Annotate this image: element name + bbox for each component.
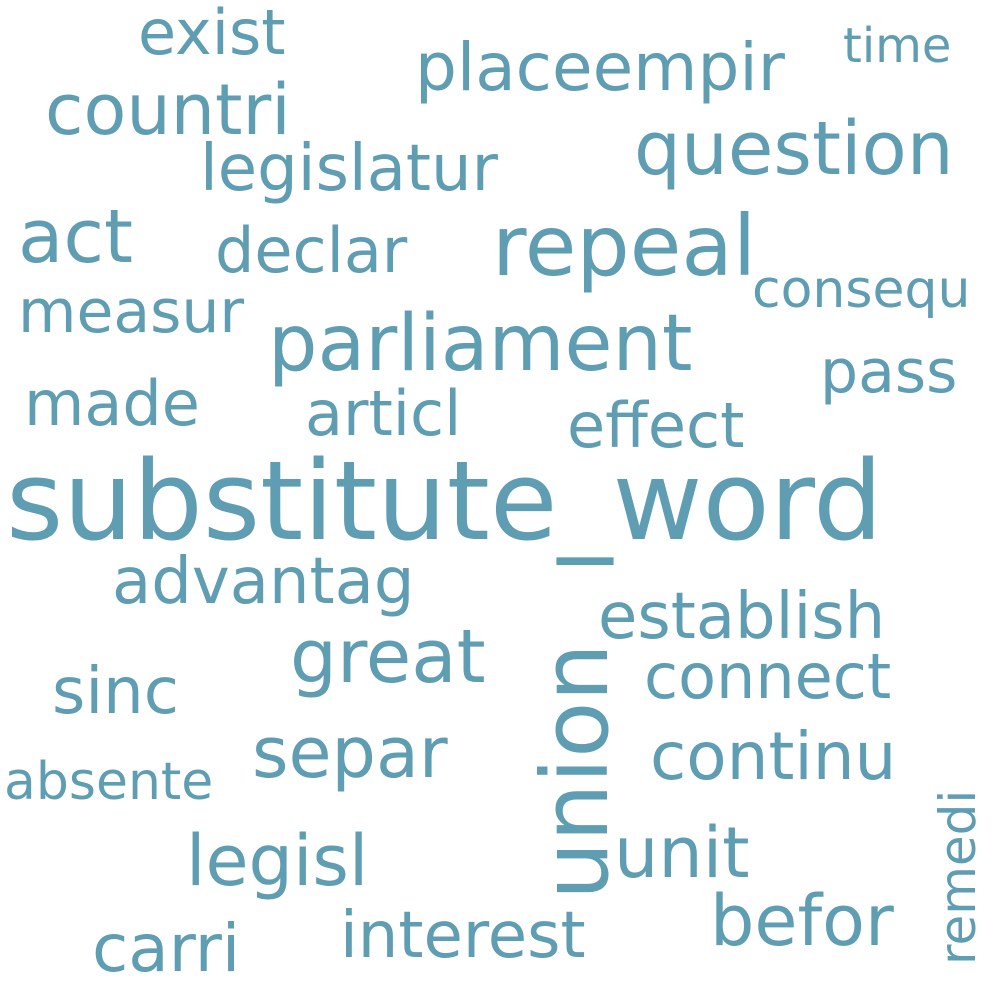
word-carri: carri xyxy=(92,910,241,987)
word-legisl: legisl xyxy=(186,820,369,902)
word-repeal: repeal xyxy=(492,197,757,295)
word-advantag: advantag xyxy=(112,545,415,619)
word-legislatur: legislatur xyxy=(200,132,498,206)
word-remedi: remedi xyxy=(929,789,987,965)
word-effect: effect xyxy=(567,389,745,462)
word-countri: countri xyxy=(45,69,291,151)
word-exist: exist xyxy=(138,0,286,69)
word-parliament: parliament xyxy=(268,299,693,389)
word-establish: establish xyxy=(598,580,886,654)
word-question: question xyxy=(634,106,954,192)
word-interest: interest xyxy=(340,899,586,973)
word-act: act xyxy=(18,194,134,280)
word-absente: absente xyxy=(4,752,214,812)
word-great: great xyxy=(290,614,486,700)
word-sinc: sinc xyxy=(52,655,179,729)
word-substitute-word: substitute_word xyxy=(6,437,883,565)
word-articl: articl xyxy=(305,377,462,450)
word-befor: befor xyxy=(710,880,894,962)
word-placeempir: placeempir xyxy=(415,29,785,106)
word-made: made xyxy=(24,367,200,440)
word-connect: connect xyxy=(644,640,892,713)
word-unit: unit xyxy=(614,812,750,894)
word-separ: separ xyxy=(252,712,448,794)
word-declar: declar xyxy=(215,214,408,287)
word-measur: measur xyxy=(18,277,245,347)
word-continu: continu xyxy=(650,718,897,795)
word-consequ: consequ xyxy=(752,260,971,320)
word-union: union xyxy=(522,643,629,900)
word-time: time xyxy=(843,18,952,74)
word-pass: pass xyxy=(820,337,958,407)
